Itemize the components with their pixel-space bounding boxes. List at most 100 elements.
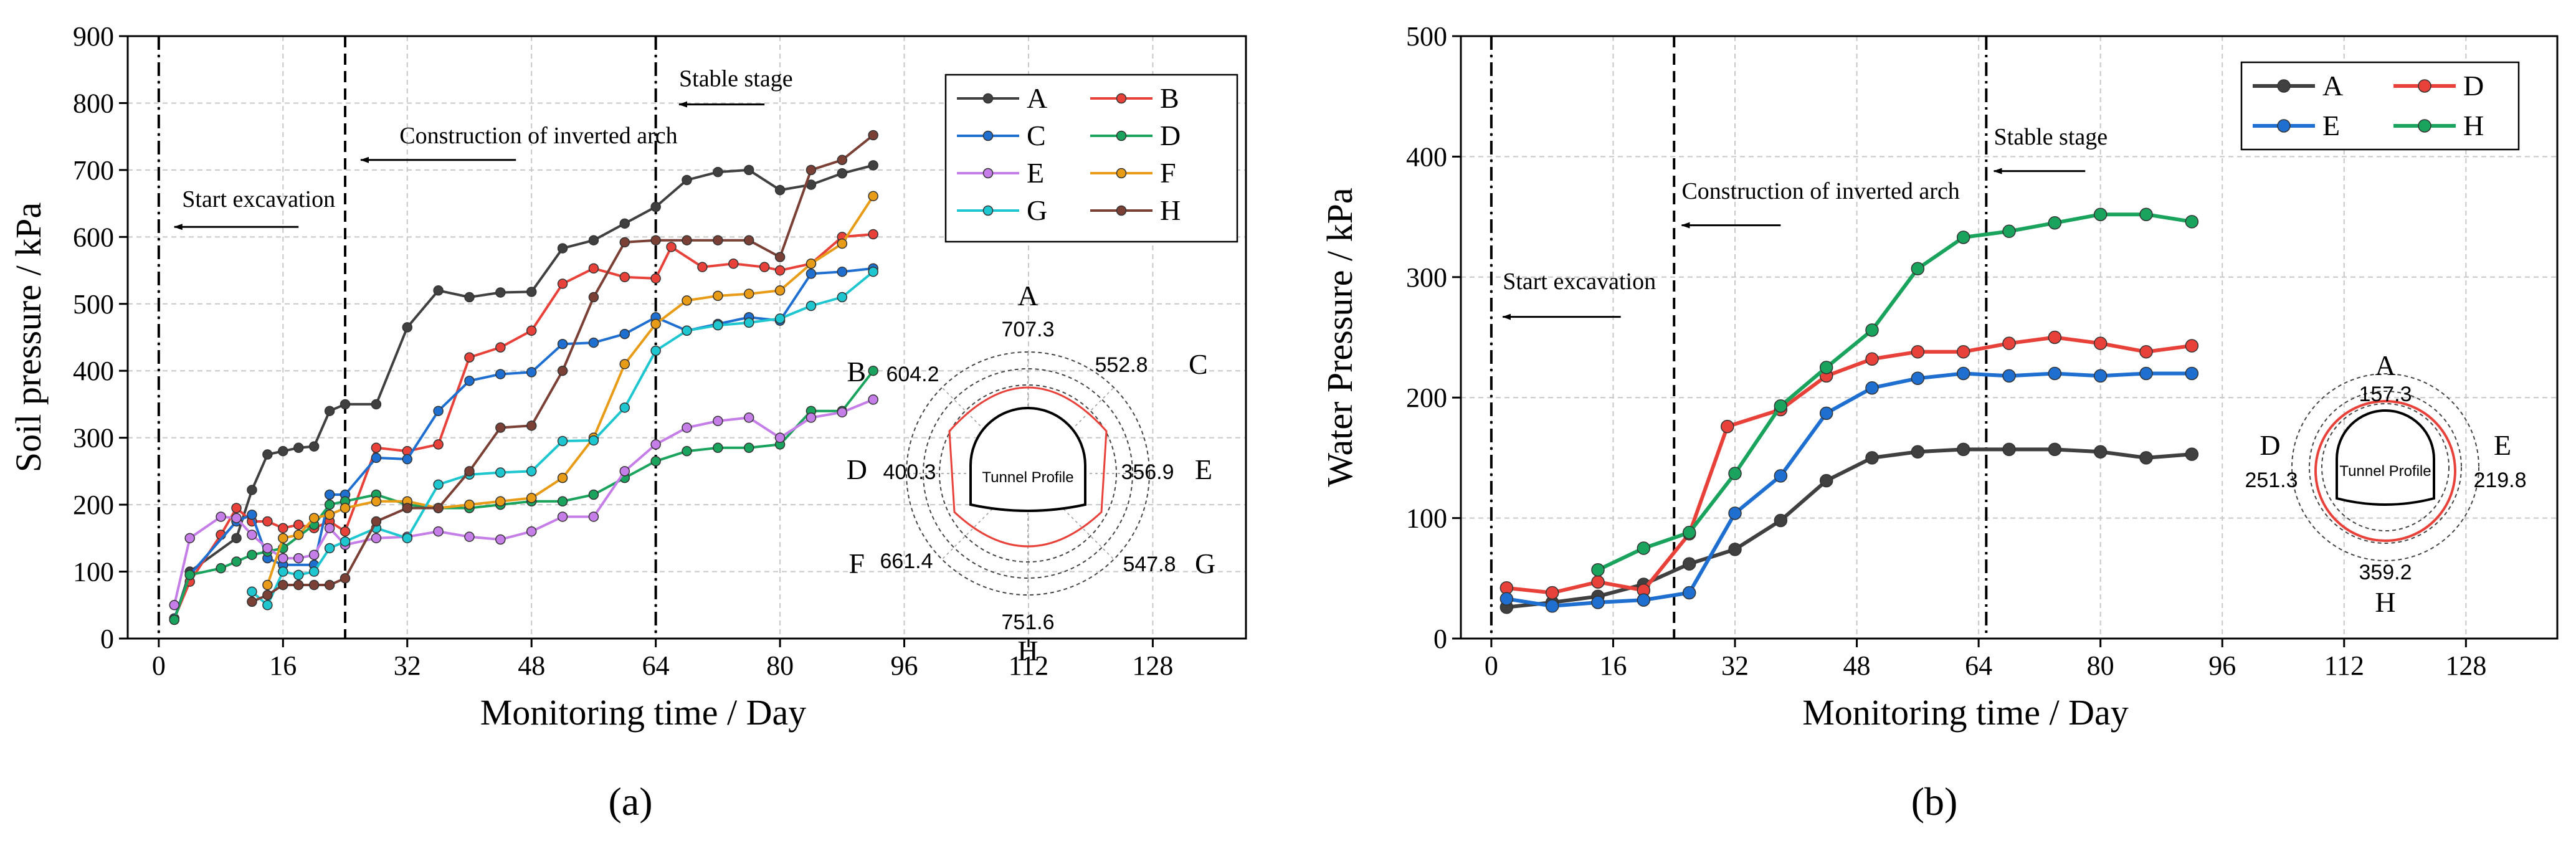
data-point-H [2002, 224, 2016, 239]
x-tick-label: 32 [394, 650, 421, 681]
profile-point-label-H: H [1017, 635, 1038, 667]
data-point-D [1911, 345, 1925, 359]
data-point-C [619, 328, 630, 340]
data-point-A [619, 218, 630, 229]
data-point-H [2093, 207, 2108, 221]
data-point-B [666, 242, 677, 252]
x-tick-label: 0 [1485, 650, 1498, 681]
data-point-H [743, 235, 754, 245]
data-point-C [402, 454, 412, 465]
legend-label-D: D [2463, 70, 2484, 102]
data-point-H [247, 596, 257, 607]
data-point-B [464, 352, 475, 363]
data-point-A [433, 285, 444, 296]
data-point-G [713, 320, 723, 331]
stage-label: Stable stage [1994, 124, 2108, 150]
data-point-F [557, 472, 568, 483]
data-point-C [588, 337, 599, 348]
x-tick-label: 0 [152, 650, 166, 681]
data-point-H [433, 503, 444, 513]
data-point-D [1545, 586, 1559, 600]
profile-point-value-E: 356.9 [1121, 460, 1174, 484]
data-point-G [774, 313, 786, 324]
data-point-E [184, 533, 195, 544]
data-point-B [262, 516, 273, 527]
panel-label: (a) [608, 779, 652, 824]
data-point-H [1591, 563, 1605, 577]
profile-ring [939, 384, 1117, 563]
data-point-D [2002, 336, 2016, 350]
profile-point-value-H: 359.2 [2359, 561, 2412, 584]
data-point-D [247, 549, 257, 560]
y-axis-title: Water Pressure / kPa [1319, 188, 1360, 487]
data-point-B [650, 273, 661, 284]
data-point-B [495, 342, 506, 353]
data-point-F [713, 290, 723, 302]
legend-marker-E [2277, 119, 2291, 133]
legend-marker-D [1116, 130, 1127, 141]
legend-marker-A [2277, 79, 2291, 93]
data-point-H [619, 237, 630, 248]
legend-label-E: E [1027, 157, 1044, 189]
data-point-G [247, 586, 257, 597]
stage-label: Stable stage [679, 66, 793, 92]
data-point-F [868, 191, 878, 202]
data-point-E [216, 511, 226, 522]
x-tick-label: 80 [766, 650, 794, 681]
data-point-H [1728, 467, 1742, 480]
x-tick-label: 32 [1721, 650, 1749, 681]
legend-marker-A [982, 93, 994, 104]
x-tick-label: 16 [269, 650, 297, 681]
data-point-B [340, 526, 351, 537]
data-point-G [868, 266, 878, 277]
data-point-E [1499, 592, 1514, 606]
data-point-A [2185, 447, 2199, 461]
data-point-D [2093, 336, 2108, 350]
data-point-H [526, 421, 537, 431]
data-point-H [1637, 541, 1651, 555]
data-point-H [1911, 262, 1925, 276]
data-point-E [1682, 586, 1696, 600]
data-point-F [837, 238, 848, 249]
data-point-E [262, 543, 273, 554]
data-point-B [868, 229, 878, 240]
data-point-A [278, 445, 288, 457]
legend-label-G: G [1027, 194, 1047, 226]
data-point-H [495, 422, 506, 433]
profile-point-label-E: E [1195, 454, 1212, 485]
data-point-A [1911, 445, 1925, 459]
data-point-E [495, 534, 506, 545]
legend-label-D: D [1160, 120, 1181, 151]
data-point-D [216, 563, 226, 574]
data-point-H [868, 130, 878, 141]
data-point-A [293, 442, 304, 454]
data-point-E [743, 412, 754, 423]
data-point-H [2185, 215, 2199, 229]
x-tick-label: 64 [1965, 650, 1992, 681]
data-point-A [588, 235, 599, 245]
pressure-envelope [948, 386, 1108, 548]
data-point-A [2093, 445, 2108, 459]
data-point-D [588, 489, 599, 500]
plot-frame [126, 35, 1247, 640]
data-point-A [557, 243, 568, 254]
data-point-G [682, 325, 692, 336]
data-point-F [464, 499, 475, 510]
legend-box [944, 74, 1238, 243]
data-point-E [1865, 381, 1879, 395]
profile-point-label-H: H [2375, 586, 2395, 618]
data-point-D [713, 442, 723, 454]
data-point-G [619, 402, 630, 413]
data-point-E [371, 533, 382, 544]
y-tick-label: 100 [1406, 503, 1447, 534]
series-group [169, 130, 878, 625]
panel-label: (b) [1911, 779, 1958, 824]
profile-point-value-G: 547.8 [1123, 553, 1176, 576]
data-point-E [1728, 506, 1742, 520]
data-point-D [1591, 575, 1605, 589]
data-point-H [324, 579, 335, 591]
data-point-A [1865, 451, 1879, 465]
data-point-G [557, 435, 568, 447]
data-point-B [371, 442, 382, 454]
